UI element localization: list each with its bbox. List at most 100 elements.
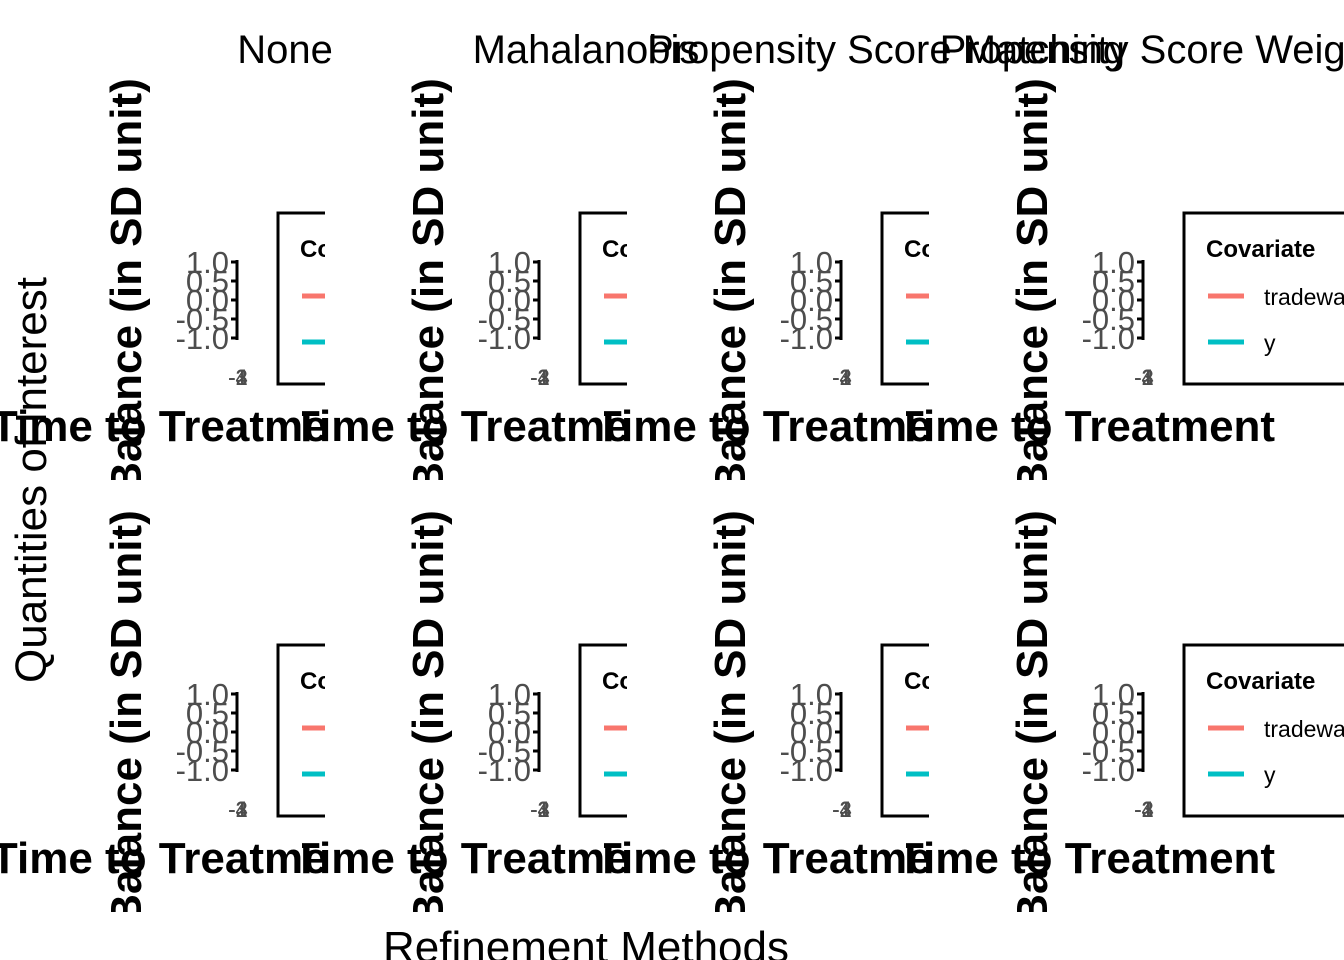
legend-label: y: [660, 762, 672, 788]
legend-title: Covariate: [1206, 236, 1315, 263]
y-axis-title: Balance (in SD unit): [404, 510, 453, 926]
chart-panel: 1.00.50.0-0.5-1.0 -4-3-2-1 Time to Treatme…: [0, 510, 409, 926]
y-tick-label: 0.0: [186, 715, 229, 750]
y-axis-title: Balance (in SD unit): [706, 510, 755, 926]
x-tick-label: -2: [228, 365, 248, 390]
global-y-label: Quantities of Interest: [7, 277, 56, 683]
y-tick-label: -1.0: [1082, 321, 1135, 356]
y-tick-label: -1.0: [780, 321, 833, 356]
x-tick-label: -1: [832, 797, 852, 822]
x-tick-label: -1: [1134, 797, 1154, 822]
y-tick-label: 0.0: [488, 715, 531, 750]
y-tick-label: -0.5: [176, 302, 229, 337]
y-tick-label: -1.0: [1082, 753, 1135, 788]
y-tick-label: 0.0: [790, 283, 833, 318]
y-tick-label: -0.5: [780, 302, 833, 337]
y-axis-title: Balance (in SD unit): [102, 78, 151, 494]
chart-panel: 1.00.50.0-0.5-1.0 -4-3-2-1 Time to Treatme…: [604, 510, 1013, 926]
y-axis-title: Balance (in SD unit): [102, 510, 151, 926]
x-axis-title: Time to Treatment: [897, 834, 1276, 883]
legend-label: y: [358, 762, 370, 788]
x-tick-label: -4: [832, 365, 852, 390]
y-tick-label: -0.5: [1082, 734, 1135, 769]
y-tick-label: 1.0: [1092, 245, 1135, 280]
y-tick-label: -0.5: [478, 734, 531, 769]
y-tick-label: 1.0: [1092, 677, 1135, 712]
legend-label: y: [962, 762, 974, 788]
y-axis-title: Balance (in SD unit): [404, 78, 453, 494]
y-tick-label: 0.0: [1092, 283, 1135, 318]
y-axis-title: Balance (in SD unit): [1008, 510, 1057, 926]
legend-label: tradewar: [1264, 284, 1344, 310]
chart-panel: 1.00.50.0-0.5-1.0 -4-3-2-1 Time to Treatme…: [595, 78, 1013, 480]
chart-panel: 1.00.50.0-0.5-1.0 -4-3-2-1 Time to Treatme…: [0, 78, 409, 494]
x-tick-label: -3: [1134, 365, 1154, 390]
column-title: None: [237, 28, 333, 72]
legend-label: y: [660, 330, 672, 356]
y-tick-label: -1.0: [176, 321, 229, 356]
y-tick-label: 0.5: [186, 696, 229, 731]
y-tick-label: 0.0: [790, 715, 833, 750]
y-tick-label: 0.5: [488, 696, 531, 731]
legend-label: y: [1264, 762, 1276, 788]
chart-panel: 1.00.50.0-0.5-1.0 -4-3-2-1 Time to Treatme…: [293, 78, 711, 494]
y-tick-label: -0.5: [780, 734, 833, 769]
y-tick-label: -1.0: [780, 753, 833, 788]
legend-label: y: [1264, 330, 1276, 356]
y-tick-label: 0.5: [790, 264, 833, 299]
x-axis-title: Time to Treatment: [595, 402, 974, 451]
y-tick-label: 1.0: [488, 245, 531, 280]
x-tick-label: -1: [228, 365, 248, 390]
x-tick-label: -1: [530, 365, 550, 390]
y-tick-label: 1.0: [186, 245, 229, 280]
x-tick-label: -1: [832, 365, 852, 390]
y-tick-label: 0.5: [1092, 696, 1135, 731]
legend-label: y: [358, 330, 370, 356]
x-tick-label: -4: [228, 365, 248, 390]
y-tick-label: -0.5: [478, 302, 531, 337]
legend-label: tradewar: [1264, 716, 1344, 742]
x-axis-title: Time to Treatment: [293, 402, 672, 451]
x-tick-label: -2: [832, 365, 852, 390]
x-tick-label: -1: [1134, 365, 1154, 390]
x-tick-label: -1: [228, 797, 248, 822]
chart-panel: 1.00.50.0-0.5-1.0 -4-3-2-1 Time to Treatme…: [897, 510, 1344, 926]
y-tick-label: 0.0: [186, 283, 229, 318]
legend-title: Covariate: [300, 236, 409, 263]
x-tick-label: -4: [832, 797, 852, 822]
legend-title: Covariate: [904, 668, 1013, 695]
y-tick-label: 0.0: [488, 283, 531, 318]
y-tick-label: -1.0: [478, 321, 531, 356]
x-axis-title: Time to Treatment: [293, 834, 672, 883]
y-tick-label: 0.5: [488, 264, 531, 299]
y-tick-label: -1.0: [176, 753, 229, 788]
x-tick-label: -3: [530, 365, 550, 390]
y-tick-label: 0.0: [1092, 715, 1135, 750]
chart-panel: 1.00.50.0-0.5-1.0 -4-3-2-1 Time to Treatme…: [897, 78, 1344, 480]
x-tick-label: -4: [530, 797, 550, 822]
legend-title: Covariate: [1206, 668, 1315, 695]
x-tick-label: -3: [530, 797, 550, 822]
x-tick-label: -3: [228, 797, 248, 822]
x-axis-title: Time to Treatment: [897, 402, 1276, 451]
y-tick-label: 1.0: [186, 677, 229, 712]
y-tick-label: 1.0: [488, 677, 531, 712]
x-axis-title: Time to Treatment: [0, 834, 369, 883]
y-tick-label: 0.5: [186, 264, 229, 299]
chart-panel: 1.00.50.0-0.5-1.0 -4-3-2-1 Time to Treatme…: [293, 510, 672, 926]
legend-title: Covariate: [300, 668, 409, 695]
y-tick-label: 0.5: [1092, 264, 1135, 299]
column-title: Propensity Score Weighting: [940, 28, 1344, 72]
y-tick-label: 0.5: [790, 696, 833, 731]
x-tick-label: -3: [832, 797, 852, 822]
global-x-label: Refinement Methods: [383, 923, 789, 960]
x-tick-label: -2: [1134, 797, 1154, 822]
x-tick-label: -2: [530, 797, 550, 822]
y-tick-label: -0.5: [1082, 302, 1135, 337]
column-titles: None Mahalanobis Propensity Score Matchi…: [237, 28, 1344, 72]
legend-title: Covariate: [602, 236, 711, 263]
legend-title: Covariate: [904, 236, 1013, 263]
